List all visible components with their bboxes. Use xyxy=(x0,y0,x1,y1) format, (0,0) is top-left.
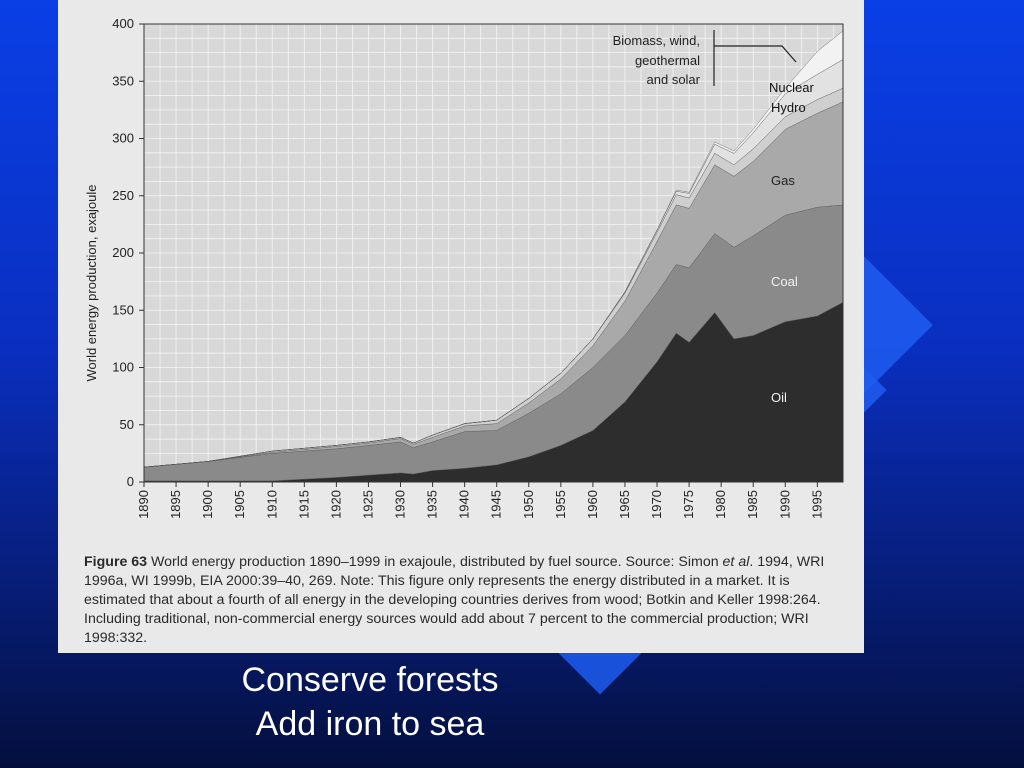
label-hydro: Hydro xyxy=(771,100,806,115)
label-coal: Coal xyxy=(771,274,798,289)
label-biomass-line-1: Biomass, wind, xyxy=(613,33,700,48)
x-tick-label: 1990 xyxy=(777,490,792,519)
x-tick-label: 1910 xyxy=(264,490,279,519)
x-tick-label: 1995 xyxy=(809,490,824,519)
chart-axes: 0 50 100 150 200 250 300 350 400 1890 1895 1900 1905… xyxy=(84,16,844,519)
y-tick-label: 400 xyxy=(112,16,134,31)
label-biomass-line-3: and solar xyxy=(647,72,701,87)
y-axis-title: World energy production, exajoule xyxy=(84,184,99,381)
label-gas: Gas xyxy=(771,173,795,188)
figure-label: Figure 63 xyxy=(84,554,148,570)
y-tick-label: 150 xyxy=(112,302,134,317)
x-tick-label: 1890 xyxy=(136,490,151,519)
x-tick-label: 1970 xyxy=(649,490,664,519)
x-tick-label: 1895 xyxy=(168,490,183,519)
figure-caption: Figure 63 World energy production 1890–1… xyxy=(84,553,854,648)
y-tick-label: 100 xyxy=(112,360,134,375)
slide-line-2: Add iron to sea xyxy=(255,705,485,743)
x-tick-label: 1985 xyxy=(745,490,760,519)
x-tick-label: 1975 xyxy=(681,490,696,519)
y-tick-label: 50 xyxy=(120,417,134,432)
label-biomass-line-2: geothermal xyxy=(635,53,700,68)
x-tick-label: 1905 xyxy=(232,490,247,519)
caption-text-1: World energy production 1890–1999 in exa… xyxy=(147,554,723,570)
y-tick-label: 250 xyxy=(112,188,134,203)
energy-chart: 0 50 100 150 200 250 300 350 400 1890 1895 1900 1905… xyxy=(84,16,844,519)
x-tick-label: 1925 xyxy=(360,490,375,519)
x-tick-label: 1950 xyxy=(521,490,536,519)
y-tick-label: 0 xyxy=(127,474,134,489)
label-nuclear: Nuclear xyxy=(769,80,814,95)
slide-bullets: Conserve forests Add iron to sea xyxy=(170,658,570,746)
x-tick-label: 1955 xyxy=(553,490,568,519)
caption-text-2: . 1994, WRI 1996a, WI 1999b, EIA 2000:39… xyxy=(84,554,825,646)
y-tick-label: 200 xyxy=(112,245,134,260)
label-oil: Oil xyxy=(771,390,787,405)
y-tick-label: 300 xyxy=(112,131,134,146)
biomass-leader-line xyxy=(713,30,797,86)
x-tick-label: 1935 xyxy=(425,490,440,519)
slide-line-1: Conserve forests xyxy=(241,661,499,699)
chart-labels: Biomass, wind, geothermal and solar Nuclear… xyxy=(613,30,814,405)
y-tick-label: 350 xyxy=(112,73,134,88)
x-tick-label: 1940 xyxy=(457,490,472,519)
figure-panel: 0 50 100 150 200 250 300 350 400 1890 1895 1900 1905… xyxy=(58,0,864,653)
x-tick-label: 1965 xyxy=(617,490,632,519)
x-tick-label: 1980 xyxy=(713,490,728,519)
caption-italic: et al xyxy=(722,554,750,570)
x-tick-label: 1960 xyxy=(585,490,600,519)
x-tick-label: 1900 xyxy=(200,490,215,519)
x-tick-label: 1920 xyxy=(328,490,343,519)
x-tick-label: 1930 xyxy=(393,490,408,519)
x-tick-label: 1915 xyxy=(296,490,311,519)
x-tick-label: 1945 xyxy=(489,490,504,519)
